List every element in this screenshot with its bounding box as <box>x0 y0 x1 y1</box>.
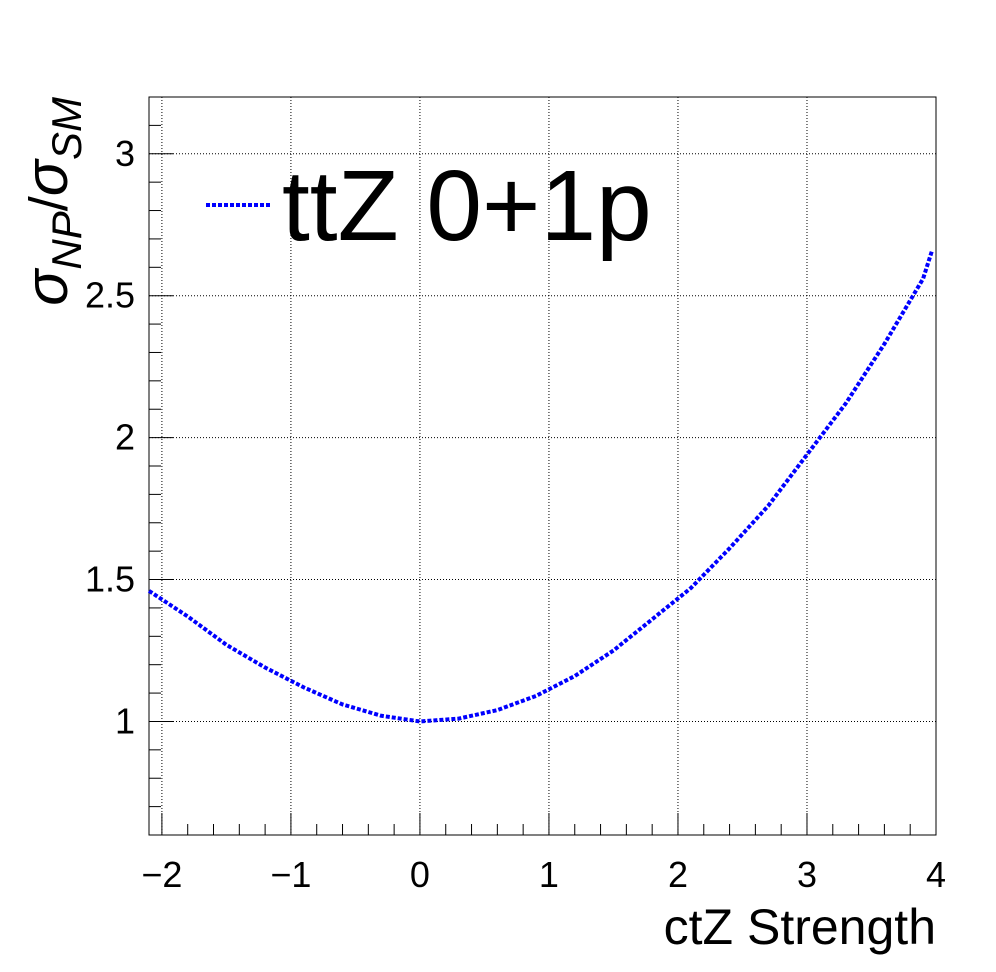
x-tick-label-2: 0 <box>410 854 430 895</box>
y-tick-label-4: 3 <box>115 133 135 174</box>
y-tick-label-2: 2 <box>115 417 135 458</box>
minor-ticks <box>149 96 911 836</box>
y-tick-label-3: 2.5 <box>85 275 135 316</box>
y-tick-label-1: 1.5 <box>85 559 135 600</box>
y-axis-title: σNP/σSM <box>13 97 90 306</box>
major-ticks <box>149 153 937 835</box>
x-tick-label-4: 2 <box>668 854 688 895</box>
y-title-sub-np: NP <box>43 211 90 269</box>
x-axis-title: ctZ Strength <box>664 899 936 955</box>
x-tick-label-3: 1 <box>539 854 559 895</box>
y-title-sub-sm: SM <box>43 97 90 160</box>
series-layer <box>147 249 935 724</box>
y-title-sigma-sm: σ <box>13 157 80 196</box>
legend: ttZ 0+1p <box>206 150 652 262</box>
y-tick-label-0: 1 <box>115 700 135 741</box>
legend-label-ttz: ttZ 0+1p <box>282 150 652 262</box>
x-tick-label-1: −1 <box>270 854 311 895</box>
x-tick-label-5: 3 <box>797 854 817 895</box>
y-title-slash: / <box>19 196 79 211</box>
series-line-0 <box>147 249 935 724</box>
x-tick-label-0: −2 <box>141 854 182 895</box>
x-tick-labels: −2 −1 0 1 2 3 4 <box>141 854 946 895</box>
y-title-sigma-np: σ <box>13 267 80 306</box>
x-tick-label-6: 4 <box>926 854 946 895</box>
y-tick-labels: 1 1.5 2 2.5 3 <box>85 133 135 742</box>
